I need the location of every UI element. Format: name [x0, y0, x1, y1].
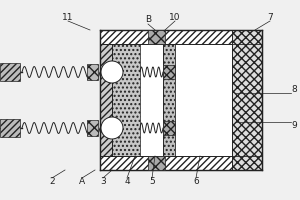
Bar — [87, 120, 98, 136]
Bar — [100, 30, 262, 170]
Bar — [163, 44, 175, 156]
Text: 9: 9 — [291, 120, 297, 130]
Bar — [100, 156, 262, 170]
Text: 8: 8 — [291, 86, 297, 95]
Text: 4: 4 — [124, 178, 130, 186]
Circle shape — [101, 61, 123, 83]
Bar — [0, 63, 20, 81]
Text: 11: 11 — [62, 12, 74, 21]
Bar — [232, 30, 262, 170]
Bar — [163, 65, 175, 79]
Text: 2: 2 — [49, 178, 55, 186]
Bar — [148, 156, 165, 170]
Text: 3: 3 — [100, 178, 106, 186]
Bar — [175, 44, 232, 156]
Circle shape — [101, 117, 123, 139]
Bar — [112, 44, 140, 156]
Text: 5: 5 — [149, 178, 155, 186]
Bar — [148, 30, 165, 44]
Text: 7: 7 — [267, 12, 273, 21]
Bar — [0, 119, 20, 137]
Bar — [100, 44, 112, 156]
Bar — [100, 30, 262, 44]
Bar — [87, 64, 98, 80]
Bar — [163, 121, 175, 135]
Text: 6: 6 — [193, 178, 199, 186]
Text: A: A — [79, 178, 85, 186]
Text: 10: 10 — [169, 12, 181, 21]
Text: B: B — [145, 16, 151, 24]
